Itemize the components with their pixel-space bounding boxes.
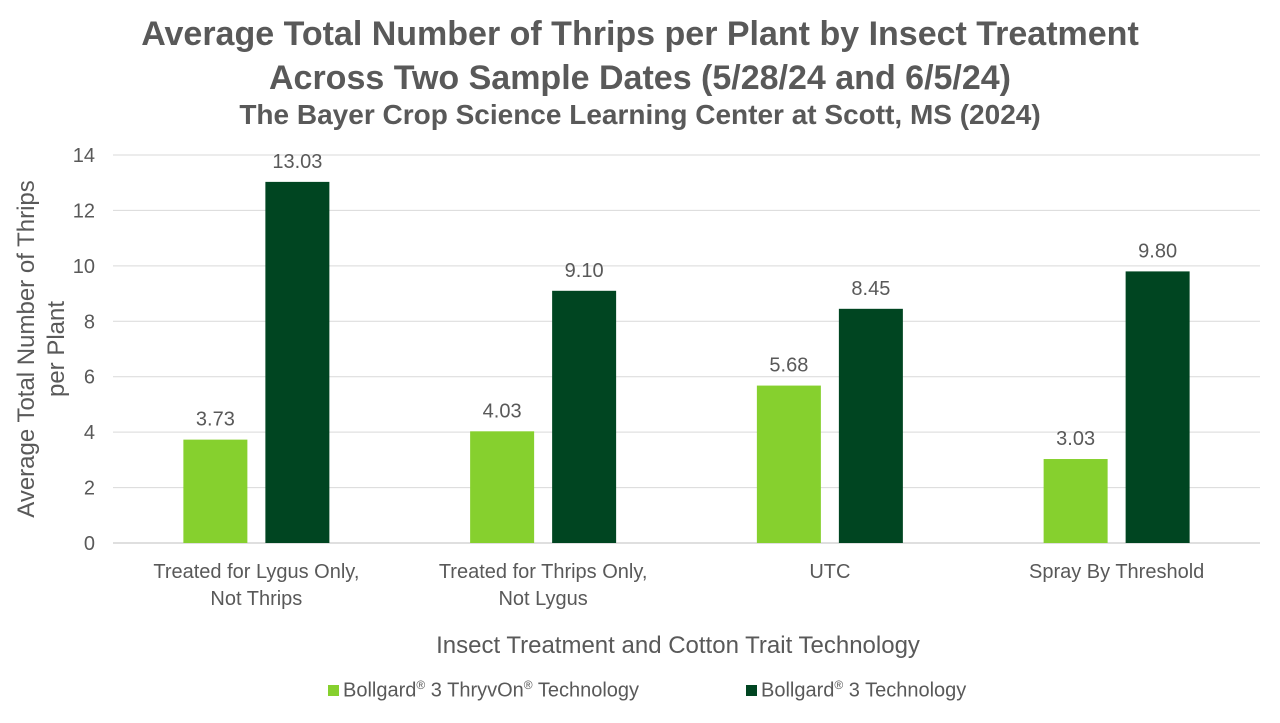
y-axis-label: Average Total Number of Thrips — [13, 180, 40, 518]
x-axis-label: Insect Treatment and Cotton Trait Techno… — [436, 632, 920, 659]
bar — [552, 290, 617, 543]
legend-label-bollgard3: Bollgard® 3 Technology — [761, 678, 967, 702]
bar — [1125, 271, 1190, 543]
x-tick-label: Not Thrips — [210, 588, 302, 610]
data-label: 8.45 — [851, 278, 890, 300]
x-tick-label: UTC — [809, 561, 850, 583]
data-label: 13.03 — [272, 151, 322, 173]
x-tick-label: Not Lygus — [498, 588, 587, 610]
bar — [1043, 459, 1108, 543]
y-tick-label: 0 — [84, 533, 95, 555]
chart-subtitle: The Bayer Crop Science Learning Center a… — [239, 99, 1041, 130]
legend-swatch-bollgard3 — [746, 684, 757, 696]
bar — [756, 385, 821, 543]
y-tick-label: 12 — [73, 200, 95, 222]
legend-swatch-thryvon — [328, 684, 339, 696]
chart-title-line-1: Average Total Number of Thrips per Plant… — [141, 15, 1139, 53]
y-axis-label: per Plant — [43, 301, 70, 397]
bar — [183, 439, 248, 543]
x-tick-label: Treated for Lygus Only, — [153, 561, 359, 583]
data-label: 9.80 — [1138, 240, 1177, 262]
y-tick-label: 6 — [84, 367, 95, 389]
y-tick-label: 2 — [84, 478, 95, 500]
data-label: 4.03 — [483, 400, 522, 422]
legend-item-thryvon: Bollgard® 3 ThryvOn® Technology — [328, 678, 639, 703]
bar — [265, 181, 330, 543]
data-label: 3.03 — [1056, 428, 1095, 450]
legend-item-bollgard3: Bollgard® 3 Technology — [746, 678, 966, 703]
bar — [470, 431, 535, 543]
legend: Bollgard® 3 ThryvOn® Technology Bollgard… — [0, 678, 1280, 708]
y-tick-label: 4 — [84, 422, 95, 444]
y-tick-label: 8 — [84, 311, 95, 333]
x-tick-label: Treated for Thrips Only, — [439, 561, 648, 583]
bar — [838, 308, 903, 543]
data-label: 5.68 — [769, 355, 808, 377]
legend-label-thryvon: Bollgard® 3 ThryvOn® Technology — [343, 678, 640, 702]
y-tick-label: 14 — [73, 145, 95, 167]
data-label: 3.73 — [196, 409, 235, 431]
x-tick-label: Spray By Threshold — [1029, 561, 1204, 583]
y-tick-label: 10 — [73, 256, 95, 278]
data-label: 9.10 — [565, 260, 604, 282]
chart-title-line-2: Across Two Sample Dates (5/28/24 and 6/5… — [268, 59, 1012, 97]
